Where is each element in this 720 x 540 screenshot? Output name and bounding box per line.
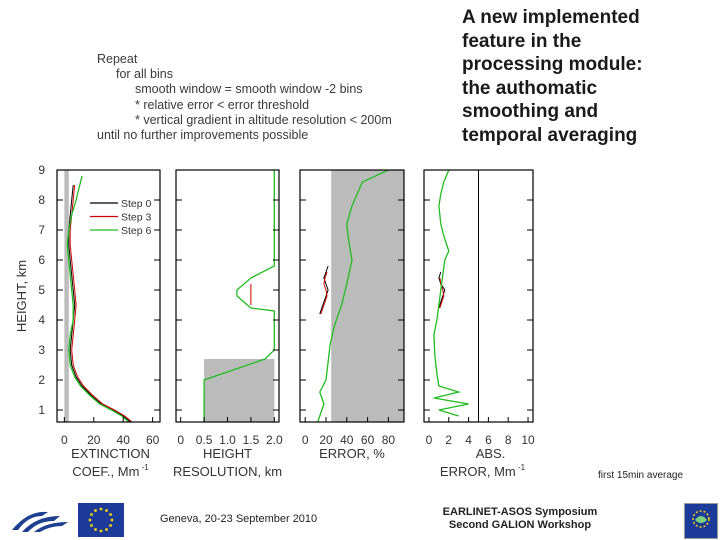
plot-frame (299, 169, 405, 423)
y-tick-label: 2 (38, 373, 45, 387)
algo-line: smooth window = smooth window -2 bins (135, 82, 363, 97)
x-tick-label: 2.0 (266, 433, 283, 447)
x-tick-label: 20 (87, 433, 101, 447)
series-line (319, 265, 329, 315)
x-tick-label: 80 (382, 433, 396, 447)
eu-star (110, 518, 114, 522)
x-tick-label: 8 (505, 433, 512, 447)
x-axis-label: RESOLUTION, km (173, 464, 282, 479)
y-tick-label: 1 (38, 403, 45, 417)
headline: A new implemented feature in the process… (462, 6, 643, 147)
headline-line: temporal averaging (462, 124, 638, 146)
average-note: first 15min average (598, 470, 684, 481)
x-tick-label: 10 (521, 433, 535, 447)
series-line (438, 271, 446, 309)
headline-line: the authomatic (462, 77, 598, 99)
headline-line: processing module: (462, 54, 643, 75)
y-tick-label: 4 (38, 313, 45, 327)
series-line (203, 170, 275, 422)
legend-label: Step 3 (121, 212, 152, 224)
shaded-region (204, 359, 275, 422)
plot-frame (423, 169, 534, 423)
y-axis-label: HEIGHT, km (14, 260, 29, 332)
algo-line: Repeat (97, 52, 138, 66)
eu-star (109, 524, 112, 527)
x-axis-label: HEIGHT (203, 446, 252, 461)
x-axis-label-superscript: -1 (516, 463, 526, 472)
y-tick-label: 8 (38, 193, 45, 207)
x-tick-label: 0 (61, 433, 68, 447)
x-axis-label: ERROR, % (319, 446, 385, 461)
algo-line: for all bins (116, 67, 173, 82)
headline-line: A new implemented (462, 7, 640, 28)
x-tick-label: 4 (465, 433, 472, 447)
headline-line: smoothing and (462, 101, 599, 122)
x-tick-label: 60 (361, 433, 375, 447)
x-tick-label: 20 (319, 433, 333, 447)
eu-star (88, 518, 92, 522)
footer-date: Geneva, 20-23 September 2010 (160, 513, 318, 525)
series-line (317, 169, 389, 423)
eu-star (105, 509, 108, 512)
eu-star (105, 528, 108, 531)
shaded-region (331, 170, 404, 422)
x-axis-label: COEF., Mm -1 (72, 463, 149, 479)
y-tick-label: 9 (38, 163, 45, 177)
conference-line: EARLINET-ASOS Symposium (442, 506, 598, 518)
x-tick-label: 1.5 (243, 433, 260, 447)
chart-panel (56, 169, 161, 423)
algorithm-text: Repeat for all bins smooth window = smoo… (97, 52, 392, 143)
x-tick-label: 60 (146, 433, 160, 447)
algo-line: * vertical gradient in altitude resoluti… (135, 112, 392, 127)
legend-label: Step 6 (121, 225, 152, 237)
x-tick-label: 0.5 (196, 433, 213, 447)
x-tick-label: 6 (485, 433, 492, 447)
y-tick-label: 7 (38, 223, 45, 237)
x-axis-label: ABS. (476, 446, 506, 461)
x-tick-label: 1.0 (219, 433, 236, 447)
x-tick-label: 40 (340, 433, 354, 447)
x-tick-label: 0 (302, 433, 309, 447)
y-tick-label: 5 (38, 283, 45, 297)
footer-conference: EARLINET-ASOS Symposium Second GALION Wo… (430, 506, 610, 532)
eu-flag-icon (78, 503, 124, 537)
eu-star (94, 509, 97, 512)
conference-line: Second GALION Workshop (448, 519, 592, 531)
chart-panel (423, 169, 534, 423)
x-tick-label: 40 (117, 433, 131, 447)
algo-line: * relative error < error threshold (135, 97, 310, 112)
series-line (66, 175, 130, 423)
series-line (439, 277, 445, 309)
eu-star (90, 524, 93, 527)
y-tick-label: 3 (38, 343, 45, 357)
legend-label: Step 0 (121, 198, 152, 210)
eu-star (99, 507, 103, 511)
x-tick-label: 0 (426, 433, 433, 447)
earlinet-logo (12, 511, 68, 532)
eu-star (99, 529, 103, 533)
series-line (320, 271, 328, 315)
x-tick-label: 0 (177, 433, 184, 447)
galion-logo (684, 503, 718, 539)
x-tick-label: 2 (445, 433, 452, 447)
algo-line: until no further improvements possible (97, 128, 309, 143)
series-line (69, 184, 133, 423)
eu-star (109, 513, 112, 516)
x-axis-label-superscript: -1 (139, 463, 149, 472)
headline-line: feature in the (462, 30, 582, 52)
eu-star (94, 528, 97, 531)
plot-frame (56, 169, 161, 423)
y-tick-label: 6 (38, 253, 45, 267)
shaded-region (64, 170, 69, 422)
eu-star (90, 513, 93, 516)
x-axis-label: ERROR, Mm -1 (440, 463, 526, 479)
chart-panel (299, 169, 405, 423)
x-axis-label: EXTINCTION (71, 446, 150, 461)
series-line (433, 169, 469, 417)
chart-panel (175, 169, 280, 423)
